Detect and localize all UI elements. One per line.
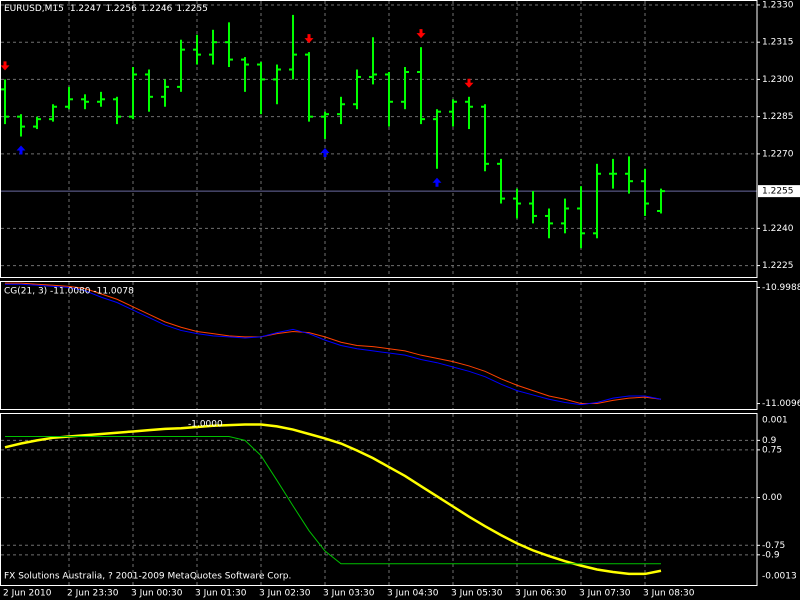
y-tick-label: 0.9 — [762, 436, 777, 446]
fractal-down — [304, 34, 314, 44]
x-tick-label: 3 Jun 04:30 — [387, 589, 439, 599]
scale-label: -0.0013 — [762, 572, 797, 582]
fractal-down — [464, 78, 474, 88]
y-tick-label: -0.75 — [762, 541, 785, 551]
panel-frame — [0, 0, 758, 278]
x-tick-label: 3 Jun 01:30 — [195, 589, 247, 599]
y-tick-label: -11.0096 — [762, 399, 800, 409]
x-tick-label: 3 Jun 00:30 — [131, 589, 183, 599]
fractal-up — [320, 148, 330, 157]
current-price-label: 1.2255 — [762, 187, 794, 197]
fractal-up — [16, 145, 26, 155]
y-tick-label: 0.75 — [762, 445, 782, 455]
symbol: EURUSD,M15 — [4, 4, 64, 14]
y-tick-label: 1.2270 — [762, 149, 794, 159]
line-series — [4, 423, 662, 576]
fractal-up — [432, 177, 442, 187]
low-readout: 1.2246 — [141, 4, 173, 14]
x-tick-label: 3 Jun 05:30 — [451, 589, 503, 599]
line-series — [5, 282, 662, 405]
x-tick-label: 2 Jun 2010 — [3, 589, 52, 599]
x-tick-label: 3 Jun 07:30 — [579, 589, 631, 599]
y-tick-label: 1.2285 — [762, 112, 794, 122]
line-series — [5, 283, 662, 406]
y-tick-label: 0.00 — [762, 493, 782, 503]
fractal-down — [0, 61, 10, 71]
scale-label: 0.001 — [762, 416, 788, 426]
x-tick-label: 3 Jun 03:30 — [323, 589, 375, 599]
panel-frame — [0, 281, 758, 410]
y-tick-label: 1.2225 — [762, 261, 794, 271]
y-tick-label: 1.2240 — [762, 224, 794, 234]
x-tick-label: 3 Jun 02:30 — [259, 589, 311, 599]
footer: FX Solutions Australia, ? 2001-2009 Meta… — [4, 572, 291, 582]
y-tick-label: 1.2330 — [762, 0, 794, 10]
line-series — [5, 436, 661, 565]
y-tick-label: 1.2315 — [762, 38, 794, 48]
y-tick-label: -0.9 — [762, 550, 780, 560]
high-readout: 1.2256 — [105, 4, 137, 14]
x-tick-label: 3 Jun 08:30 — [643, 589, 695, 599]
y-tick-label: 1.2300 — [762, 75, 794, 85]
x-tick-label: 3 Jun 06:30 — [515, 589, 567, 599]
y-tick-label: -10.9988 — [762, 283, 800, 293]
close-readout: 1.2255 — [176, 4, 208, 14]
open-readout: 1.2247 — [70, 4, 102, 14]
x-tick-label: 2 Jun 23:30 — [67, 589, 119, 599]
panel-frame — [0, 413, 758, 586]
indicator-label: CG(21, 3) -11.0080 -11.0078 — [4, 287, 134, 297]
indicator-label: -1.0000 — [188, 420, 223, 430]
current-price-box — [758, 185, 800, 198]
chart-header: EURUSD,M15 1.2247 1.2256 1.2246 1.2255 — [4, 4, 208, 14]
fractal-down — [416, 29, 426, 39]
